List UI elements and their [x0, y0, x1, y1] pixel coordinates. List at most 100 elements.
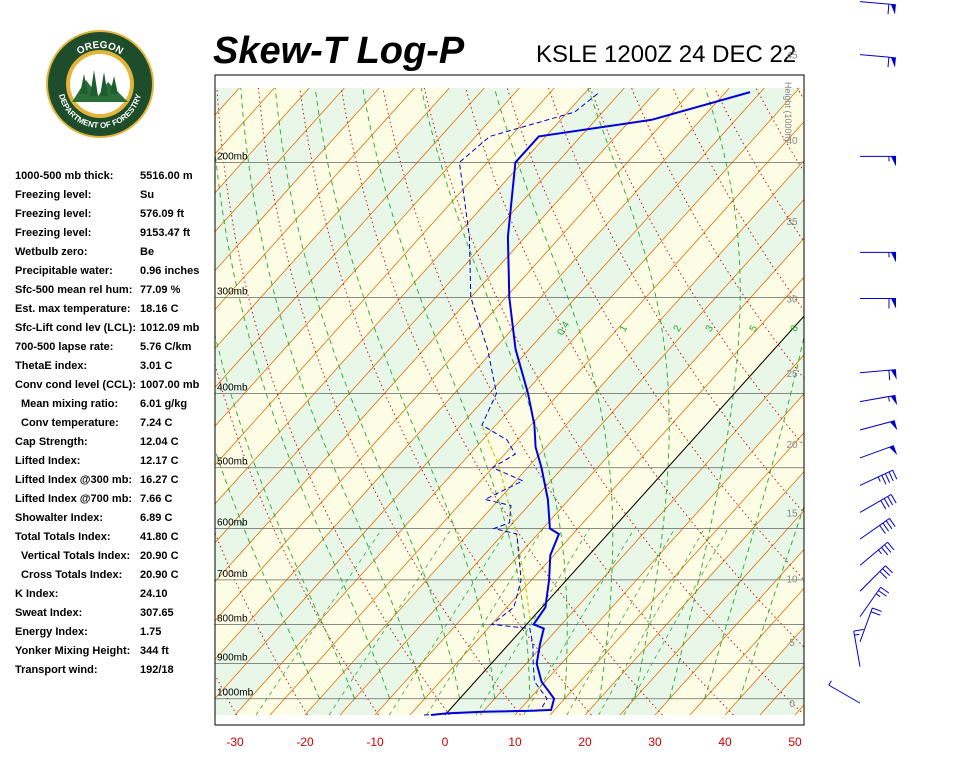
index-label: Cap Strength: [15, 436, 88, 448]
index-row: ThetaE index: 3.01 C [15, 357, 210, 376]
index-label: Transport wind: [15, 664, 98, 676]
height-tick-label: 5 [789, 638, 795, 649]
wind-barb [859, 607, 882, 643]
index-label: K Index: [15, 588, 59, 600]
index-label: Sfc-Lift cond lev (LCL): [15, 322, 136, 334]
wind-barb [860, 155, 896, 167]
wind-barb-flag [890, 57, 896, 68]
index-label: Lifted Index: [15, 455, 81, 467]
wind-barb [859, 445, 898, 459]
wind-barb-feather [870, 611, 881, 616]
moist-adiabat [215, 333, 356, 699]
index-value: Be [140, 246, 155, 258]
index-label: Lifted Index @300 mb: [15, 474, 133, 486]
mixing-ratio-label: 8 [789, 323, 802, 334]
dry-adiabat-lines [215, 87, 804, 716]
isotherm [654, 548, 804, 716]
index-row: Wetbulb zero: Be [15, 243, 210, 262]
index-value: 0.96 inches [140, 265, 200, 277]
wind-barb-feather [853, 628, 864, 632]
index-label: Vertical Totals Index: [21, 550, 131, 562]
wind-barb-feather [882, 568, 891, 577]
mixing-ratio-label: 3 [704, 323, 717, 334]
index-row: 1000-500 mb thick: 5516.00 m [15, 167, 210, 186]
wind-barb-shaft [859, 518, 890, 540]
wind-barb-feather [892, 469, 898, 480]
mixing-ratio-line [623, 528, 729, 716]
index-row: Lifted Index @700 mb: 7.66 C [15, 490, 210, 509]
index-value: 192/18 [140, 664, 174, 676]
height-tick-label: 45 [786, 51, 798, 62]
wind-barb-half-feather [828, 680, 832, 686]
index-label: Cross Totals Index: [21, 569, 123, 581]
wind-barb-feather [884, 544, 892, 553]
index-label: Freezing level: [15, 189, 92, 201]
dry-adiabat [340, 87, 663, 716]
isotherm [0, 88, 29, 715]
wind-barb-feather [887, 541, 895, 551]
index-row: Sweat Index: 307.65 [15, 604, 210, 623]
index-value: 1.75 [140, 626, 162, 638]
wind-barb-half-feather [875, 593, 881, 598]
wind-barb-feather [885, 520, 893, 530]
pressure-label: 800mb [217, 613, 248, 624]
dry-adiabat [257, 87, 521, 716]
temperature-band [215, 88, 800, 715]
wind-barb-feather [889, 518, 896, 527]
wind-barb [859, 420, 898, 431]
wind-barb-feather [888, 471, 894, 482]
x-tick-label: 30 [648, 735, 662, 749]
oregon-forestry-logo: OREGON DEPARTMENT OF FORESTRY [46, 30, 154, 138]
wind-barb-feather [880, 586, 890, 594]
wind-barb [859, 518, 896, 540]
index-row: Lifted Index @300 mb: 16.27 C [15, 471, 210, 490]
index-label: 1000-500 mb thick: [15, 170, 114, 182]
moist-adiabat [215, 448, 321, 699]
index-row: Precipitable water: 0.96 inches [15, 262, 210, 281]
wind-barb-flag [891, 298, 896, 309]
index-label: Sfc-500 mean rel hum: [15, 284, 133, 296]
moist-adiabat [362, 87, 531, 699]
pressure-label: 1000mb [217, 688, 254, 699]
isotherm [234, 87, 800, 716]
sounding-profiles [423, 91, 751, 716]
dry-adiabat [672, 87, 804, 312]
index-label: ThetaE index: [15, 360, 88, 372]
index-value: 18.16 C [140, 303, 179, 315]
wind-barb-feather [882, 522, 890, 532]
index-value: 41.80 C [140, 531, 179, 543]
index-label: Wetbulb zero: [15, 246, 88, 258]
wind-barb [859, 586, 890, 618]
wind-barb-flag [891, 156, 896, 167]
index-row: Total Totals Index: 41.80 C [15, 528, 210, 547]
index-row: 700-500 lapse rate: 5.76 C/km [15, 338, 210, 357]
wind-barb [859, 494, 897, 513]
temperature-band [0, 88, 99, 715]
index-row: Cross Totals Index: 20.90 C [15, 566, 210, 585]
wind-barb-feather [887, 496, 894, 506]
wind-barbs [828, 1, 898, 704]
wind-barb [859, 369, 897, 381]
mixing-ratio-label: 5 [748, 323, 761, 334]
wind-barb-feather [890, 494, 897, 504]
wind-barb [859, 1, 896, 15]
wind-barb-feather [888, 370, 891, 381]
mixing-ratio-label: 2 [672, 323, 685, 334]
index-value: 20.90 C [140, 569, 179, 581]
isotherm [215, 87, 240, 116]
chart-title: Skew-T Log-P [213, 30, 465, 72]
isotherm [865, 88, 960, 715]
svg-text:OREGON: OREGON [75, 40, 125, 57]
isotherm [0, 88, 64, 715]
index-value: 7.66 C [140, 493, 173, 505]
wind-barb-flag [889, 445, 898, 455]
index-value: 7.24 C [140, 417, 173, 429]
isotherm [215, 87, 660, 583]
wind-barb-feather [881, 475, 887, 485]
isotherm [0, 88, 134, 715]
wind-barb-half-feather [888, 396, 890, 402]
isotherm [215, 87, 345, 233]
wind-barb-shaft [859, 420, 895, 431]
index-label: Showalter Index: [15, 512, 104, 524]
wind-barb-shaft [859, 54, 896, 59]
